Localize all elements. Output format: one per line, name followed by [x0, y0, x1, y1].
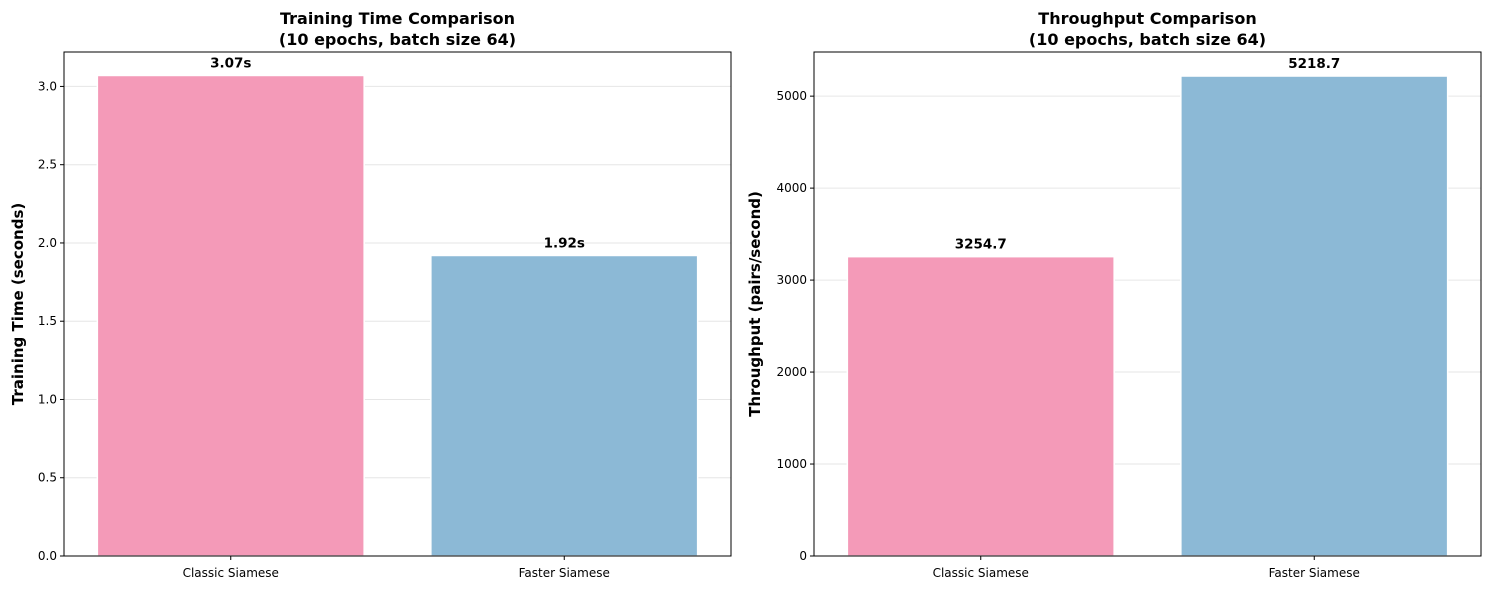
y-tick-label: 3.0	[38, 79, 57, 93]
y-tick-label: 3000	[776, 273, 807, 287]
axes-frame	[813, 51, 1482, 557]
y-tick-label: 4000	[776, 181, 807, 195]
throughput-chart: 3254.7 Classic Siamese 5218.7 Faster Siames…	[746, 9, 1482, 580]
bar	[96, 74, 365, 557]
x-tick-label: Faster Siamese	[519, 566, 610, 580]
y-tick-label: 1000	[776, 457, 807, 471]
axes-frame	[63, 51, 732, 557]
bar-value-label: 1.92s	[544, 235, 585, 251]
y-tick-label: 2000	[776, 365, 807, 379]
chart-subtitle: (10 epochs, batch size 64)	[279, 30, 516, 49]
x-tick-label: Classic Siamese	[183, 566, 279, 580]
y-axis-label: Training Time (seconds)	[9, 203, 27, 405]
y-tick-label: 0.0	[38, 549, 57, 563]
bar-value-label: 3.07s	[210, 55, 251, 71]
training-time-chart: 3.07s Classic Siamese 1.92s Faster Siamese 0…	[9, 9, 732, 580]
bar	[430, 254, 699, 557]
chart-title: Training Time Comparison	[280, 9, 515, 28]
y-tick-label: 0.5	[38, 471, 57, 485]
y-tick-label: 5000	[776, 89, 807, 103]
y-axis-label: Throughput (pairs/second)	[746, 191, 764, 417]
chart-subtitle: (10 epochs, batch size 64)	[1029, 30, 1266, 49]
chart-title: Throughput Comparison	[1038, 9, 1256, 28]
y-tick-label: 0	[799, 549, 807, 563]
bar	[1180, 75, 1449, 557]
bar-value-label: 3254.7	[955, 237, 1007, 253]
y-tick-label: 2.0	[38, 236, 57, 250]
x-tick-label: Faster Siamese	[1269, 566, 1360, 580]
bar	[846, 255, 1115, 557]
y-tick-label: 1.0	[38, 392, 57, 406]
x-tick-label: Classic Siamese	[933, 566, 1029, 580]
y-tick-label: 1.5	[38, 314, 57, 328]
y-tick-label: 2.5	[38, 158, 57, 172]
bar-value-label: 5218.7	[1288, 56, 1340, 72]
